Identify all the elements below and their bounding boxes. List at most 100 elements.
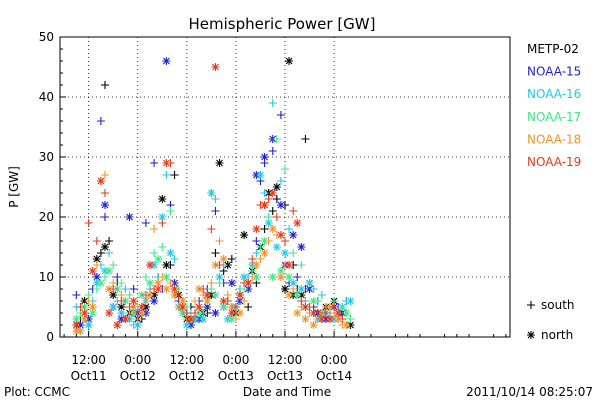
north-point xyxy=(121,315,130,323)
north-point xyxy=(305,285,314,293)
south-point xyxy=(109,261,118,269)
north-point xyxy=(227,315,236,323)
north-point xyxy=(113,321,122,329)
x-axis: 12:00 Oct11 0:00 Oct12 12:00 Oct12 0:00 Oct13 12… xyxy=(63,331,507,383)
north-point xyxy=(121,297,130,305)
north-point xyxy=(223,261,232,269)
north-point xyxy=(248,261,257,269)
south-point xyxy=(276,111,285,119)
north-point xyxy=(264,219,273,227)
north-point xyxy=(289,231,298,239)
north-point xyxy=(162,159,171,167)
north-point xyxy=(268,135,277,143)
north-point xyxy=(170,279,179,287)
series-noaa-19 xyxy=(72,63,347,329)
x-tick-date: Oct11 xyxy=(71,369,107,383)
north-point xyxy=(219,255,228,263)
y-tick-label: 0 xyxy=(46,330,54,344)
north-point xyxy=(219,297,228,305)
north-point xyxy=(186,321,195,329)
north-point xyxy=(289,279,298,287)
north-point xyxy=(170,291,179,299)
north-point xyxy=(162,273,171,281)
north-point xyxy=(223,315,232,323)
south-point xyxy=(141,219,150,227)
north-point xyxy=(88,267,97,275)
north-point xyxy=(170,285,179,293)
north-point xyxy=(281,285,289,293)
north-point xyxy=(178,297,187,305)
north-point xyxy=(129,309,138,317)
north-point xyxy=(125,315,134,323)
south-point xyxy=(101,81,109,89)
north-point xyxy=(80,315,89,323)
south-point xyxy=(101,189,109,197)
legend: METP-02 NOAA-15 NOAA-16 NOAA-17 NOAA-18 NOAA-… xyxy=(527,42,581,169)
north-point xyxy=(150,297,159,305)
north-point xyxy=(72,327,81,335)
south-point xyxy=(191,309,199,317)
marker-legend: south north xyxy=(527,298,575,342)
north-point xyxy=(338,309,347,317)
north-point xyxy=(133,321,142,329)
north-point xyxy=(92,255,101,263)
north-point xyxy=(195,303,204,311)
north-point xyxy=(88,309,97,317)
north-point xyxy=(203,303,212,311)
south-point xyxy=(527,301,535,309)
south-point xyxy=(211,249,220,257)
x-tick-time: 0:00 xyxy=(321,353,348,367)
north-point xyxy=(80,297,89,305)
north-point xyxy=(203,291,212,299)
south-point xyxy=(264,237,273,245)
south-point xyxy=(264,213,273,221)
north-point xyxy=(113,285,122,293)
south-point xyxy=(321,309,330,317)
south-point xyxy=(338,315,347,323)
south-point xyxy=(338,303,347,311)
north-point xyxy=(240,273,249,281)
y-tick-label: 50 xyxy=(39,30,54,44)
south-point xyxy=(92,261,101,269)
south-point xyxy=(297,297,306,305)
north-point xyxy=(150,261,159,269)
north-point xyxy=(272,183,281,191)
marker-legend-label: north xyxy=(541,328,573,342)
north-point xyxy=(317,315,326,323)
north-point xyxy=(182,321,191,329)
south-point xyxy=(158,273,167,281)
south-point xyxy=(215,237,224,245)
south-point xyxy=(252,237,261,245)
south-point xyxy=(170,255,179,263)
south-point xyxy=(272,135,281,143)
south-point xyxy=(244,303,253,311)
legend-entry: NOAA-18 xyxy=(527,132,581,146)
north-point xyxy=(309,297,318,305)
north-point xyxy=(317,309,326,317)
south-point xyxy=(248,273,257,281)
south-point xyxy=(170,171,179,179)
north-point xyxy=(146,261,154,269)
north-point xyxy=(244,285,253,293)
north-point xyxy=(80,309,89,317)
north-point xyxy=(101,201,109,209)
south-point xyxy=(301,135,310,143)
north-point xyxy=(117,315,126,323)
south-point xyxy=(182,309,191,317)
plot-timestamp: 2011/10/14 08:25:07 xyxy=(466,385,593,399)
north-point xyxy=(272,243,281,251)
north-point xyxy=(105,267,114,275)
north-point xyxy=(289,291,298,299)
north-point xyxy=(276,231,285,239)
south-point xyxy=(260,189,269,197)
north-point xyxy=(236,291,244,299)
south-point xyxy=(305,279,314,287)
north-point xyxy=(195,315,204,323)
south-point xyxy=(281,165,289,173)
south-point xyxy=(109,285,118,293)
north-point xyxy=(92,273,101,281)
north-point xyxy=(129,297,138,305)
south-point xyxy=(96,249,105,257)
north-point xyxy=(215,159,224,167)
